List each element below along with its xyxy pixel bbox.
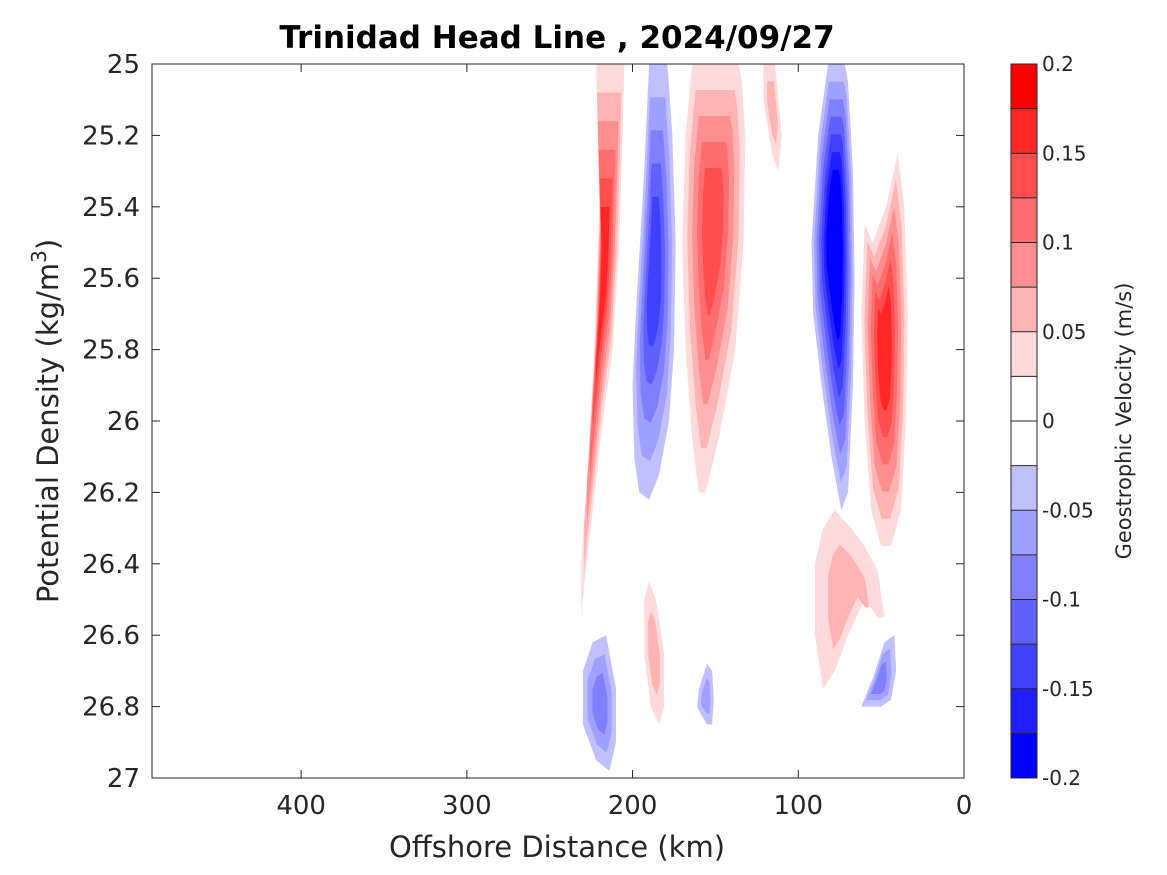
y-tick-label: 25.8: [82, 336, 140, 366]
y-tick-label: 26.2: [82, 478, 140, 508]
colorbar-segment: [1011, 421, 1037, 466]
colorbar-segment: [1011, 64, 1037, 109]
colorbar-segment: [1011, 108, 1037, 154]
colorbar-segment: [1011, 376, 1037, 421]
y-tick-label: 26: [107, 407, 140, 437]
colorbar-segment: [1011, 242, 1037, 288]
y-tick-label: 26.8: [82, 693, 140, 723]
colorbar-segment: [1011, 554, 1037, 600]
colorbar-segment: [1011, 197, 1037, 243]
colorbar-tick-label: 0.15: [1042, 141, 1087, 165]
contour-band-jet-4-8: [828, 187, 841, 314]
colorbar-tick-label: -0.15: [1042, 677, 1094, 701]
colorbar: 0.2 0.15 0.1 0.05 0 -0.05 -0.1 -0.15 -0.2: [1010, 52, 1094, 790]
y-tick-label: 26.4: [82, 550, 140, 580]
colorbar-tick-label: 0.1: [1042, 231, 1074, 255]
y-axis: 25 25.2 25.4 25.6 25.8 26 26.2 26.4 26.6 26.8 27: [82, 50, 964, 794]
y-tick-label: 25: [107, 50, 140, 80]
contour-band-patch-near-top-2: [767, 81, 778, 145]
colorbar-segment: [1011, 733, 1037, 778]
colorbar-tick-label: -0.2: [1042, 766, 1081, 790]
colorbar-segment: [1011, 510, 1037, 555]
contour-band-patch-small-2: [700, 678, 711, 714]
contour-band-jet-1-6: [595, 207, 610, 383]
plot-area: [152, 64, 964, 778]
y-tick-label: 26.6: [82, 621, 140, 651]
contour-band-jet-3-5: [701, 168, 724, 316]
colorbar-segment: [1011, 644, 1037, 689]
colorbar-segment: [1011, 688, 1037, 734]
x-axis: 400 300 200 100 0: [276, 64, 972, 821]
y-axis-label: Potential Density (kg/m3): [27, 239, 65, 603]
colorbar-tick-label: -0.1: [1042, 588, 1081, 612]
y-tick-label: 27: [107, 764, 140, 794]
x-tick-label: 300: [442, 791, 492, 821]
colorbar-tick-label: 0: [1042, 409, 1055, 433]
x-tick-label: 400: [276, 791, 326, 821]
y-tick-label: 25.4: [82, 193, 140, 223]
y-tick-label: 25.2: [82, 121, 140, 151]
colorbar-label: Geostrophic Velocity (m/s): [1112, 283, 1136, 560]
contour-band-jet-2-5: [646, 196, 662, 347]
x-tick-label: 200: [608, 791, 658, 821]
colorbar-tick-label: 0.05: [1042, 320, 1087, 344]
y-tick-label: 25.6: [82, 264, 140, 294]
contour-band-patch-offshore-deep-3: [592, 673, 608, 735]
colorbar-segment: [1011, 465, 1037, 511]
contour-band-jet-5-6: [877, 285, 892, 410]
chart-title: Trinidad Head Line , 2024/09/27: [279, 20, 834, 56]
colorbar-segment: [1011, 153, 1037, 198]
colorbar-segment: [1011, 331, 1037, 377]
contour-band-patch-onshore-neg-3: [870, 661, 887, 694]
colorbar-segment: [1011, 287, 1037, 332]
x-tick-label: 100: [773, 791, 823, 821]
x-tick-label: 0: [956, 791, 973, 821]
colorbar-tick-label: -0.05: [1042, 498, 1094, 522]
x-axis-label: Offshore Distance (km): [389, 830, 725, 864]
colorbar-tick-label: 0.2: [1042, 52, 1074, 76]
colorbar-frame: [1010, 63, 1038, 779]
contour-band-patch-mid-2: [648, 610, 660, 696]
contour-band-patch-onshore-pos-2: [828, 544, 870, 650]
colorbar-segment: [1011, 599, 1037, 645]
